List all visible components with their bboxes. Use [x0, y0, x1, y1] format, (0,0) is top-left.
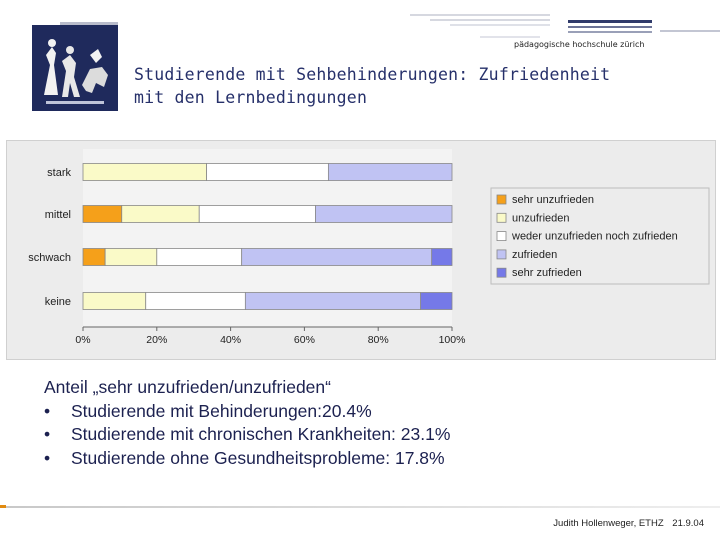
footer-author: Judith Hollenweger, ETHZ — [553, 518, 664, 529]
category-label: schwach — [28, 252, 71, 264]
bar-segment — [156, 248, 243, 266]
x-tick-label: 20% — [146, 334, 167, 346]
bar-segment — [431, 248, 453, 266]
legend-swatch — [496, 212, 507, 223]
category-label: mittel — [45, 209, 71, 221]
legend-label: weder unzufrieden noch zufrieden — [511, 231, 678, 243]
title-line-2: mit den Lernbedingungen — [134, 88, 368, 107]
bar-segment — [82, 248, 106, 266]
legend-swatch — [496, 267, 507, 278]
notes-heading: Anteil „sehr unzufrieden/unzufrieden“ — [44, 377, 331, 397]
note-item: • Studierende ohne Gesundheitsprobleme: 1… — [44, 447, 450, 471]
bar-segment — [241, 248, 433, 266]
footer-accent — [0, 505, 6, 508]
title-line-1: Studierende mit Sehbehinderungen: Zufrie… — [134, 65, 611, 84]
legend-label: sehr unzufrieden — [512, 194, 594, 206]
bar-segment — [206, 163, 329, 181]
x-tick-label: 60% — [294, 334, 315, 346]
bar-segment — [145, 292, 246, 310]
legend-swatch — [496, 249, 507, 260]
x-tick-label: 40% — [220, 334, 241, 346]
bar-segment — [82, 292, 147, 310]
bullet-icon: • — [44, 400, 51, 421]
legend-label: unzufrieden — [512, 212, 570, 224]
footer-divider — [0, 506, 720, 508]
bullet-icon: • — [44, 447, 51, 468]
note-item: • Studierende mit chronischen Krankheiten… — [44, 423, 450, 447]
bar-segment — [315, 205, 453, 223]
page-title: Studierende mit Sehbehinderungen: Zufrie… — [134, 63, 704, 109]
bar-segment — [198, 205, 316, 223]
category-label: stark — [47, 167, 71, 179]
bar-segment — [327, 163, 453, 181]
footer-date: 21.9.04 — [672, 518, 704, 529]
bar-segment — [244, 292, 422, 310]
category-label: keine — [45, 296, 71, 308]
x-tick-label: 100% — [439, 334, 466, 346]
institution-logo — [32, 25, 118, 111]
x-tick-label: 80% — [368, 334, 389, 346]
footer: Judith Hollenweger, ETHZ 21.9.04 — [547, 518, 704, 529]
bar-segment — [121, 205, 200, 223]
legend-swatch — [496, 231, 507, 241]
figures-illustration-icon — [32, 25, 118, 111]
bar-segment — [420, 292, 453, 310]
bar-segment — [104, 248, 158, 266]
bullet-icon: • — [44, 424, 51, 444]
bar-segment — [82, 205, 123, 223]
bar-segment — [82, 163, 208, 181]
stacked-bar-chart: stark mittel schwach keine 0% 20% 40% 60% 80% 100… — [28, 149, 710, 346]
legend-label: sehr zufrieden — [512, 267, 582, 279]
chart-panel: stark mittel schwach keine 0% 20% 40% 60% 80% 100… — [6, 140, 716, 360]
legend-label: zufrieden — [512, 249, 557, 261]
x-tick-label: 0% — [75, 334, 90, 346]
header-stripes — [60, 14, 720, 38]
note-item: • Studierende mit Behinderungen:20.4% — [44, 400, 450, 424]
legend — [490, 187, 710, 285]
notes-block: Anteil „sehr unzufrieden/unzufrieden“ • S… — [44, 376, 450, 470]
brand-name: pädagogische hochschule zürich — [514, 40, 645, 49]
legend-swatch — [496, 194, 507, 205]
